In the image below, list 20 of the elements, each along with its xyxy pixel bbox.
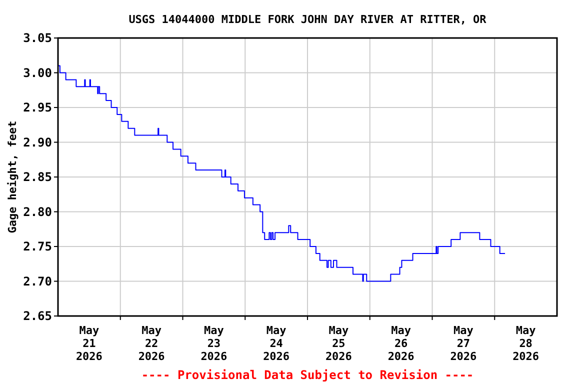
y-tick-label: 3.00	[23, 66, 52, 80]
chart-title: USGS 14044000 MIDDLE FORK JOHN DAY RIVER AT RITTER, OR	[128, 13, 487, 26]
y-tick-label: 2.95	[23, 100, 52, 115]
y-tick-label: 2.75	[23, 240, 52, 254]
x-tick-label: May 22 2026	[138, 324, 166, 363]
text: ---- Provisional Data Subject to Revision ----	[141, 368, 474, 382]
x-tick-label: May 26 2026	[388, 324, 415, 363]
y-tick-label: 2.70	[23, 274, 52, 288]
x-tick-label: May 21 2026	[76, 324, 103, 363]
x-tick-label: May 25 2026	[325, 324, 352, 363]
x-tick-label: May 28 2026	[512, 324, 540, 363]
y-tick-label: 3.05	[23, 31, 52, 46]
y-tick-label: 2.90	[23, 135, 52, 150]
x-tick-label: May 27 2026	[450, 324, 478, 363]
y-tick-label: 2.85	[23, 170, 52, 184]
y-tick-label: 2.80	[23, 204, 52, 219]
y-axis-title: Gage height, feet	[6, 120, 19, 234]
x-tick-label: May 23 2026	[200, 324, 228, 363]
x-tick-label: May 24 2026	[263, 324, 290, 363]
y-tick-label: 2.65	[23, 309, 52, 324]
